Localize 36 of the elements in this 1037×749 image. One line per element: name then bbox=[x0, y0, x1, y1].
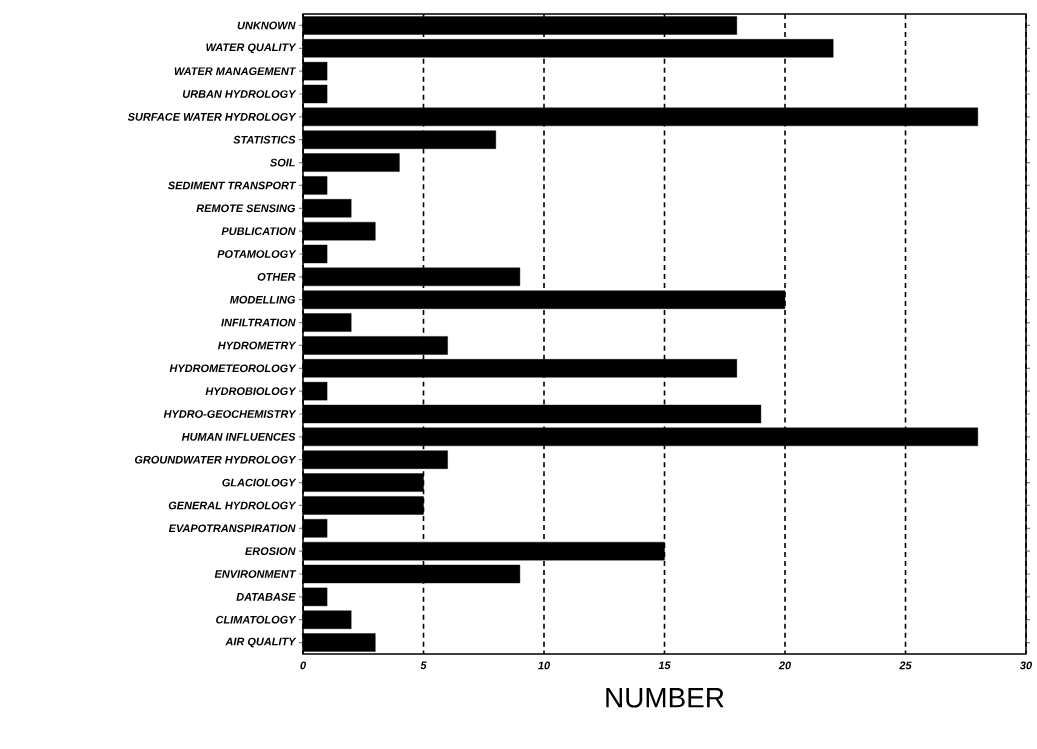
y-tick-label: CLIMATOLOGY bbox=[216, 615, 297, 624]
y-tick-label: ENVIRONMENT bbox=[214, 570, 297, 578]
x-tick-label: 15 bbox=[658, 661, 671, 670]
y-tick-label: UNKNOWN bbox=[237, 21, 296, 30]
y-tick-label: SOIL bbox=[270, 158, 295, 167]
y-tick-label: POTAMOLOGY bbox=[217, 250, 297, 258]
y-tick-label: HYDROMETEOROLOGY bbox=[169, 364, 297, 373]
x-tick-label: 25 bbox=[899, 661, 912, 670]
y-tick-label: DATABASE bbox=[236, 593, 296, 601]
y-tick-label: HYDRO-GEOCHEMISTRY bbox=[163, 410, 297, 418]
x-tick-label: 5 bbox=[420, 661, 427, 670]
y-tick-label: SEDIMENT TRANSPORT bbox=[167, 181, 297, 190]
y-tick-label: GENERAL HYDROLOGY bbox=[168, 501, 297, 510]
y-tick-label: MODELLING bbox=[229, 295, 296, 304]
y-tick-label: INFILTRATION bbox=[221, 318, 296, 327]
y-tick-label: PUBLICATION bbox=[221, 227, 296, 236]
y-tick-label: EVAPOTRANSPIRATION bbox=[168, 524, 296, 533]
x-tick-label: 30 bbox=[1019, 661, 1032, 670]
y-tick-label: GROUNDWATER HYDROLOGY bbox=[134, 455, 297, 464]
y-tick-label: GLACIOLOGY bbox=[222, 478, 297, 487]
y-tick-label: AIR QUALITY bbox=[225, 637, 297, 648]
y-tick-label: WATER QUALITY bbox=[206, 43, 297, 54]
y-tick-label: REMOTE SENSING bbox=[196, 204, 296, 213]
y-tick-label: WATER MANAGEMENT bbox=[174, 67, 297, 76]
y-tick-label: STATISTICS bbox=[233, 135, 296, 144]
y-tick-label: HYDROBIOLOGY bbox=[205, 387, 297, 396]
y-tick-label: OTHER bbox=[257, 272, 296, 281]
x-tick-label: 0 bbox=[300, 661, 306, 670]
y-tick-label: HUMAN INFLUENCES bbox=[181, 432, 296, 441]
y-tick-label: SURFACE WATER HYDROLOGY bbox=[127, 112, 297, 121]
y-tick-label: URBAN HYDROLOGY bbox=[182, 90, 297, 98]
x-axis-title: NUMBER bbox=[606, 688, 724, 708]
y-tick-label: HYDROMETRY bbox=[217, 341, 297, 350]
x-tick-label: 20 bbox=[778, 661, 791, 670]
y-tick-label: EROSION bbox=[245, 547, 296, 556]
x-tick-label: 10 bbox=[538, 661, 550, 670]
